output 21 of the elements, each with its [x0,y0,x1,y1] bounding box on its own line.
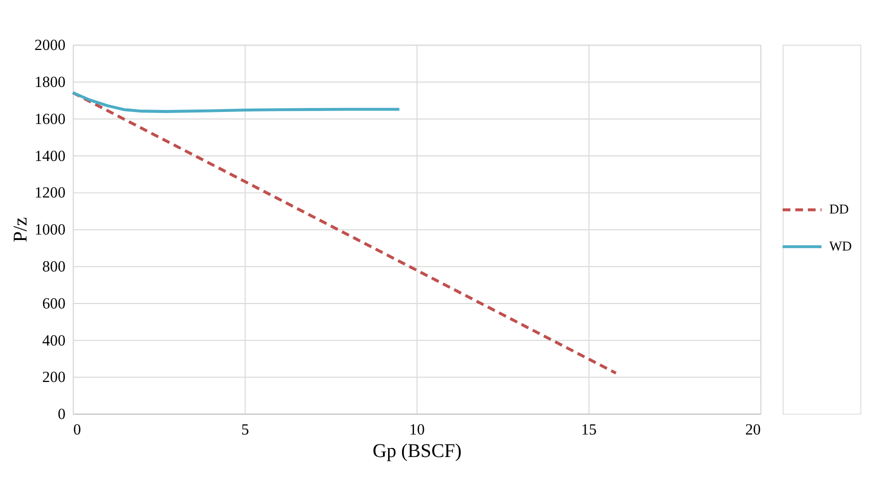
line-series [71,91,401,113]
legend-label: DD [829,202,850,217]
y-tick-label: 1200 [34,184,66,202]
y-tick-label: 1000 [34,222,66,239]
y-tick-label: 400 [42,332,66,350]
x-axis-title: Gp (BSCF) [372,440,462,462]
x-tick-label: 0 [73,422,82,439]
y-tick-label: 1600 [34,110,66,128]
legend-label: WD [829,238,852,254]
y-tick-label: 1800 [34,74,66,91]
x-tick-label: 10 [409,422,426,439]
y-tick-label: 800 [42,258,66,276]
y-tick-label: 2000 [34,37,66,54]
y-tick-label: 0 [58,406,66,424]
y-axis-title: P/z [10,216,32,242]
x-tick-label: 5 [241,422,250,439]
y-tick-label: 600 [42,295,66,312]
y-tick-label: 200 [42,369,66,386]
x-tick-label: 15 [581,422,597,439]
y-tick-label: 1400 [34,148,66,165]
x-tick-label: 20 [745,422,762,439]
